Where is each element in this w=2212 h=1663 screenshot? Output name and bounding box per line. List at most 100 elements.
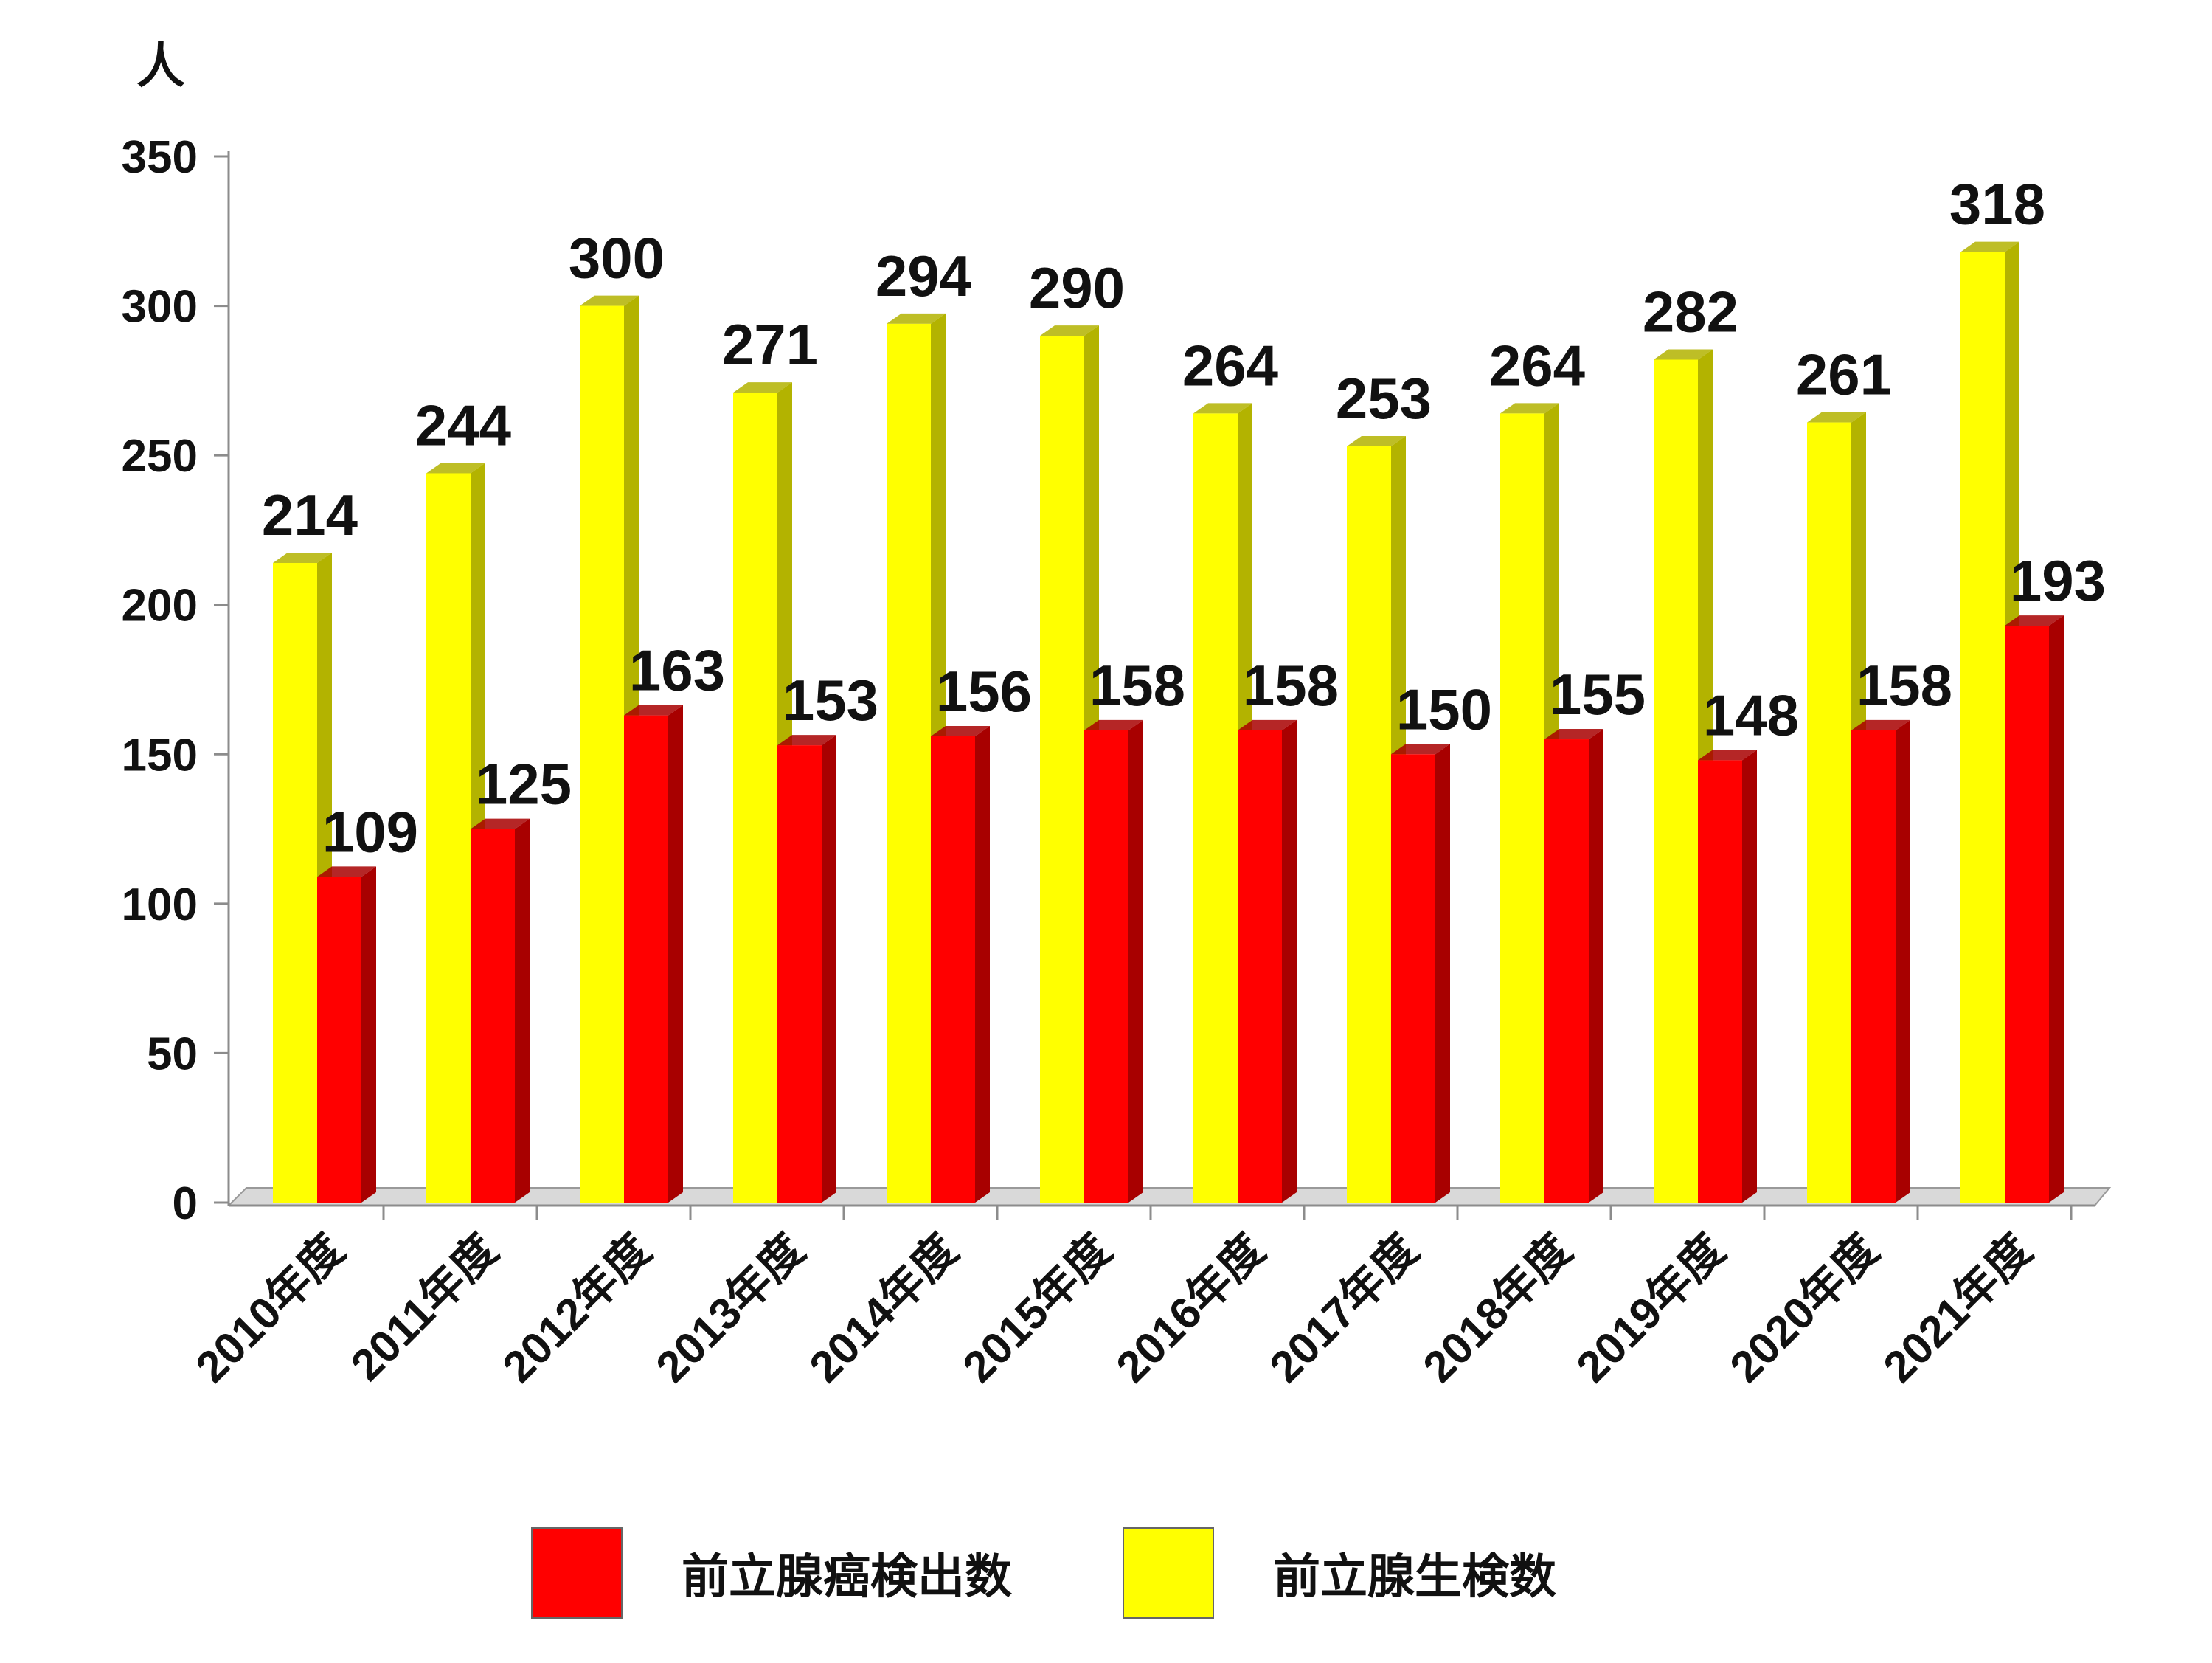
biopsy-value-label: 318 [1949,172,2045,237]
detected-bar-top [1851,719,1910,730]
detected-value-label: 156 [936,659,1032,724]
detected-bar-side [822,735,836,1203]
x-category-label: 2020年度 [1721,1225,1888,1392]
biopsy-bar [580,305,624,1203]
detected-bar-top [777,735,836,746]
detected-bar [317,877,361,1203]
detected-value-label: 193 [2010,548,2106,613]
legend-item-detected: 前立腺癌検出数 [531,1527,1012,1619]
biopsy-bar [426,473,471,1203]
biopsy-bar [1193,413,1238,1203]
biopsy-value-label: 271 [722,312,818,377]
biopsy-bar-top [1654,349,1713,360]
y-tick-label: 0 [173,1178,198,1229]
x-category-label: 2014年度 [800,1225,968,1392]
biopsy-value-label: 300 [569,226,665,291]
detected-bar-side [1742,750,1757,1203]
y-axis-unit: 人 [136,38,185,93]
biopsy-bar-top [1960,241,2019,252]
detected-bar [1698,760,1742,1203]
biopsy-bar [1807,422,1851,1203]
detected-bar [624,715,668,1203]
legend-item-biopsy: 前立腺生検数 [1123,1527,1556,1619]
biopsy-bar [1040,336,1084,1203]
detected-value-label: 125 [476,752,572,817]
biopsy-value-label: 294 [876,243,971,308]
detected-bar [1391,754,1435,1203]
biopsy-value-label: 264 [1489,333,1585,398]
biopsy-bar-top [887,313,946,324]
detected-bar-top [624,705,683,716]
biopsy-bar [1960,252,2005,1203]
x-category-label: 2010年度 [187,1225,354,1392]
detected-bar-side [1589,729,1603,1203]
detected-bar-top [471,818,530,829]
y-tick-label: 50 [147,1028,198,1079]
detected-value-label: 158 [1243,653,1339,718]
biopsy-bar-top [1347,435,1406,446]
biopsy-bar-top [273,552,332,563]
biopsy-bar-top [1193,403,1252,414]
biopsy-bar [1654,359,1698,1203]
biopsy-value-label: 244 [415,393,511,457]
x-category-label: 2018年度 [1414,1225,1581,1392]
detected-bar [1851,730,1896,1203]
detected-bar-side [515,818,530,1203]
detected-bar [1544,739,1589,1203]
detected-bar [1084,730,1128,1203]
y-tick-label: 200 [122,581,198,632]
biopsy-bar [887,323,931,1203]
detected-bar-top [1544,729,1603,740]
detected-bar-top [931,725,990,736]
detected-bar-top [1391,744,1450,755]
detected-bar [777,745,822,1203]
biopsy-value-label: 214 [262,483,358,547]
detected-bar-side [975,725,990,1203]
x-category-label: 2019年度 [1567,1225,1735,1392]
biopsy-value-label: 264 [1182,333,1278,398]
y-tick-label: 300 [122,282,198,333]
x-category-label: 2015年度 [954,1225,1121,1392]
detected-bar-side [2049,615,2064,1203]
biopsy-value-label: 290 [1029,255,1125,320]
legend-label-detected: 前立腺癌検出数 [682,1550,1012,1603]
detected-bar-side [668,705,683,1203]
detected-bar-top [1238,719,1297,730]
detected-value-label: 109 [322,799,418,864]
y-tick-label: 150 [122,730,198,781]
biopsy-bar-top [1040,325,1099,336]
y-tick-label: 250 [122,431,198,482]
x-category-label: 2012年度 [493,1225,661,1392]
detected-bar-top [1084,719,1143,730]
detected-bar-side [1896,719,1910,1203]
biopsy-bar [1500,413,1544,1203]
biopsy-bar [733,393,777,1203]
x-category-label: 2011年度 [341,1225,507,1390]
detected-bar-side [1282,719,1297,1203]
detected-bar-top [317,866,376,877]
y-tick-label: 100 [122,879,198,930]
biopsy-value-label: 261 [1796,342,1892,407]
detected-value-label: 155 [1550,662,1646,727]
y-tick-label: 350 [122,132,198,183]
x-category-label: 2021年度 [1874,1225,2042,1392]
biopsy-bar-top [580,295,639,306]
legend-label-biopsy: 前立腺生検数 [1273,1550,1556,1603]
biopsy-value-label: 253 [1336,366,1432,431]
detected-value-label: 158 [1089,653,1185,718]
detected-bar-top [2005,615,2064,626]
legend-swatch-red [531,1527,623,1619]
biopsy-value-label: 282 [1643,279,1738,344]
biopsy-bar-top [426,463,485,474]
detected-bar-top [1698,750,1757,761]
legend-swatch-yellow [1123,1527,1214,1619]
detected-bar-side [361,866,376,1203]
detected-bar-side [1128,719,1143,1203]
detected-bar [931,736,975,1203]
x-category-label: 2017年度 [1261,1225,1428,1392]
x-category-label: 2016年度 [1107,1225,1275,1392]
detected-bar-side [1435,744,1450,1203]
detected-value-label: 148 [1703,682,1799,747]
